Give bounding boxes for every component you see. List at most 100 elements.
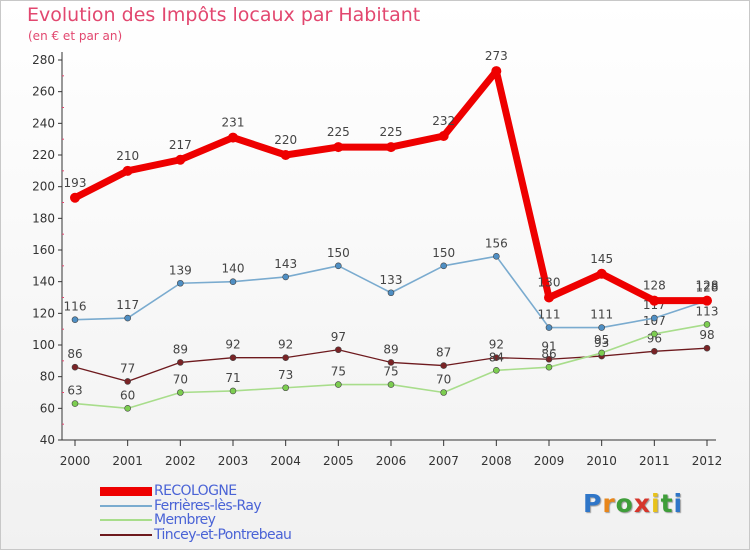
data-label-recologne: 217: [169, 138, 192, 152]
data-point-tincey-et-pontrebeau: [440, 362, 447, 369]
data-label-ferri-res-l-s-ray: 133: [380, 273, 403, 287]
data-point-tincey-et-pontrebeau: [124, 378, 131, 385]
y-tick-label: 280: [32, 53, 55, 67]
data-point-recologne: [649, 295, 660, 306]
data-label-tincey-et-pontrebeau: 77: [120, 361, 135, 375]
data-point-membrey: [440, 389, 447, 396]
data-label-membrey: 113: [696, 304, 719, 318]
data-point-ferri-res-l-s-ray: [651, 314, 658, 322]
y-tick-label: 80: [40, 370, 55, 384]
data-label-recologne: 225: [380, 125, 403, 139]
data-label-membrey: 86: [541, 347, 556, 361]
x-tick-label: 2008: [481, 454, 512, 468]
legend-swatch: [100, 519, 152, 521]
data-label-tincey-et-pontrebeau: 86: [67, 347, 82, 361]
data-point-recologne: [702, 295, 712, 306]
legend-label: Membrey: [154, 512, 216, 528]
data-point-tincey-et-pontrebeau: [545, 355, 553, 363]
legend-swatch: [100, 533, 152, 536]
data-point-membrey: [335, 381, 342, 388]
data-label-tincey-et-pontrebeau: 89: [173, 342, 188, 356]
legend-label: RECOLOGNE: [154, 483, 237, 499]
data-point-ferri-res-l-s-ray: [124, 314, 131, 322]
y-tick-label: 180: [32, 211, 55, 225]
data-label-tincey-et-pontrebeau: 93: [594, 336, 609, 350]
x-tick-label: 2010: [586, 454, 617, 468]
data-point-tincey-et-pontrebeau: [651, 348, 658, 355]
x-tick-label: 2006: [376, 454, 407, 468]
data-label-membrey: 95: [594, 333, 609, 347]
data-point-membrey: [703, 321, 711, 328]
data-label-membrey: 75: [383, 365, 398, 379]
data-label-membrey: 60: [120, 388, 135, 402]
y-tick-label: 240: [32, 116, 55, 130]
x-tick-label: 2011: [639, 454, 670, 468]
chart-subtitle: (en € et par an): [28, 29, 123, 43]
chart-title: Evolution des Impôts locaux par Habitant: [27, 4, 421, 26]
data-point-membrey: [493, 367, 500, 374]
data-point-ferri-res-l-s-ray: [387, 289, 395, 297]
data-point-membrey: [229, 387, 237, 395]
data-label-recologne: 273: [485, 49, 508, 63]
data-label-ferri-res-l-s-ray: 156: [485, 236, 508, 250]
data-point-tincey-et-pontrebeau: [387, 359, 395, 366]
data-point-recologne: [438, 131, 449, 141]
x-tick-label: 2012: [692, 454, 723, 468]
data-point-membrey: [124, 405, 131, 412]
x-tick-label: 2004: [270, 454, 301, 468]
data-label-tincey-et-pontrebeau: 92: [278, 338, 293, 352]
data-point-membrey: [387, 381, 395, 388]
x-tick-label: 2002: [165, 454, 196, 468]
data-label-recologne: 128: [643, 279, 666, 293]
x-tick-label: 2007: [428, 454, 459, 468]
data-point-ferri-res-l-s-ray: [229, 278, 237, 285]
proxiti-logo: Proxiti: [583, 489, 683, 518]
data-label-ferri-res-l-s-ray: 116: [64, 300, 87, 314]
data-point-membrey: [651, 330, 658, 338]
data-label-ferri-res-l-s-ray: 111: [590, 308, 613, 322]
logo-letter: r: [602, 489, 616, 518]
data-label-recologne: 210: [116, 149, 139, 163]
data-point-recologne: [122, 165, 133, 176]
data-point-ferri-res-l-s-ray: [177, 279, 184, 287]
data-point-tincey-et-pontrebeau: [229, 354, 237, 361]
data-point-ferri-res-l-s-ray: [335, 262, 342, 270]
data-label-recologne: 128: [696, 279, 719, 293]
data-label-recologne: 225: [327, 125, 350, 139]
data-point-ferri-res-l-s-ray: [71, 316, 79, 323]
y-tick-label: 40: [40, 433, 55, 447]
data-label-membrey: 71: [225, 371, 240, 385]
data-label-membrey: 75: [331, 365, 346, 379]
data-label-recologne: 220: [274, 133, 297, 147]
y-tick-label: 100: [32, 338, 55, 352]
legend-swatch: [100, 486, 152, 496]
x-tick-label: 2005: [323, 454, 354, 468]
data-label-tincey-et-pontrebeau: 89: [383, 342, 398, 356]
data-point-recologne: [228, 132, 238, 143]
y-tick-label: 120: [32, 306, 55, 320]
data-label-tincey-et-pontrebeau: 92: [225, 338, 240, 352]
y-tick-label: 200: [32, 180, 55, 194]
data-point-membrey: [71, 400, 79, 407]
y-tick-label: 60: [40, 401, 55, 415]
data-point-membrey: [282, 384, 289, 392]
data-label-tincey-et-pontrebeau: 92: [489, 338, 504, 352]
data-point-tincey-et-pontrebeau: [282, 354, 289, 361]
data-label-ferri-res-l-s-ray: 128: [696, 281, 719, 295]
y-tick-label: 220: [32, 148, 55, 162]
data-label-recologne: 232: [432, 114, 455, 128]
data-label-membrey: 70: [173, 373, 188, 387]
data-point-recologne: [175, 154, 186, 165]
data-label-ferri-res-l-s-ray: 150: [432, 246, 455, 260]
logo-letter: t: [660, 489, 674, 518]
data-label-recologne: 130: [538, 276, 561, 290]
data-label-membrey: 63: [67, 384, 82, 398]
x-tick-label: 2001: [112, 454, 143, 468]
logo-letter: P: [583, 489, 603, 518]
data-label-recologne: 193: [64, 176, 87, 190]
data-point-tincey-et-pontrebeau: [335, 346, 342, 354]
data-point-ferri-res-l-s-ray: [598, 324, 605, 331]
data-label-recologne: 231: [222, 116, 245, 130]
